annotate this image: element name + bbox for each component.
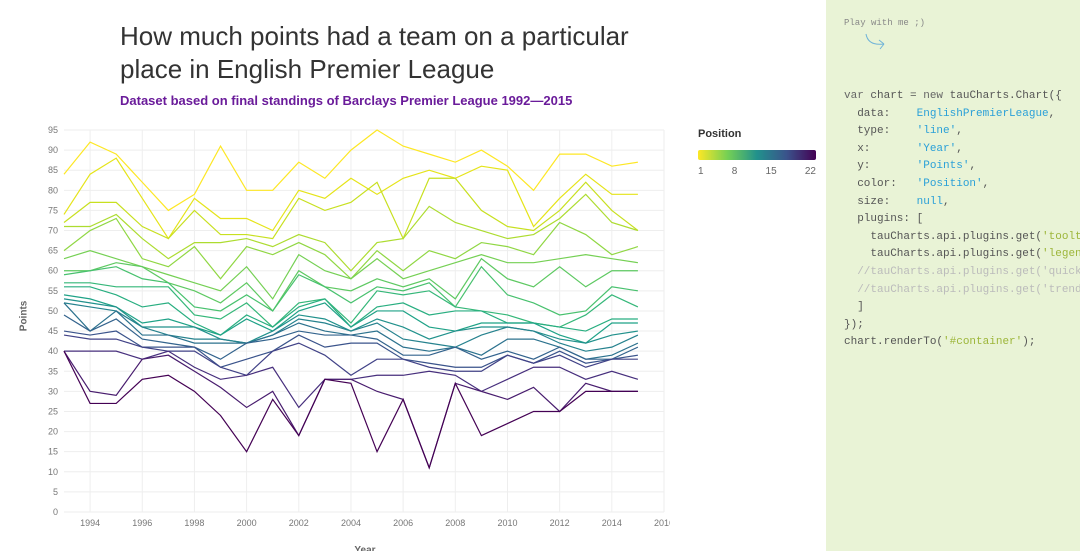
svg-text:2016: 2016	[654, 518, 670, 528]
svg-text:2002: 2002	[289, 518, 309, 528]
svg-text:40: 40	[48, 346, 58, 356]
arrow-icon	[862, 32, 892, 52]
svg-text:2006: 2006	[393, 518, 413, 528]
svg-text:2004: 2004	[341, 518, 361, 528]
svg-text:25: 25	[48, 406, 58, 416]
page-subtitle: Dataset based on final standings of Barc…	[120, 93, 816, 108]
legend-ticks: 1 8 15 22	[698, 166, 816, 177]
svg-text:50: 50	[48, 306, 58, 316]
svg-text:2014: 2014	[602, 518, 622, 528]
svg-text:1998: 1998	[184, 518, 204, 528]
legend-tick: 1	[698, 166, 704, 177]
legend: Position 1 8 15 22	[698, 128, 816, 551]
svg-text:60: 60	[48, 266, 58, 276]
svg-text:1994: 1994	[80, 518, 100, 528]
page-title: How much points had a team on a particul…	[120, 20, 680, 85]
x-axis-label: Year	[60, 545, 670, 551]
chart-panel: How much points had a team on a particul…	[0, 0, 826, 551]
legend-tick: 22	[805, 166, 816, 177]
svg-text:5: 5	[53, 487, 58, 497]
svg-text:65: 65	[48, 246, 58, 256]
svg-text:30: 30	[48, 386, 58, 396]
svg-text:2010: 2010	[497, 518, 517, 528]
legend-tick: 15	[766, 166, 777, 177]
svg-text:85: 85	[48, 165, 58, 175]
legend-tick: 8	[732, 166, 738, 177]
svg-text:45: 45	[48, 326, 58, 336]
svg-text:95: 95	[48, 126, 58, 135]
teaser-text: Play with me ;)	[844, 16, 1072, 30]
svg-text:35: 35	[48, 366, 58, 376]
svg-text:10: 10	[48, 467, 58, 477]
y-axis-label: Points	[19, 301, 30, 332]
svg-text:75: 75	[48, 205, 58, 215]
code-panel[interactable]: Play with me ;) var chart = new tauChart…	[826, 0, 1080, 551]
code-block[interactable]: var chart = new tauCharts.Chart({ data: …	[844, 88, 1072, 352]
line-chart[interactable]: Points 051015202530354045505560657075808…	[30, 126, 670, 551]
svg-text:20: 20	[48, 427, 58, 437]
svg-text:70: 70	[48, 226, 58, 236]
svg-text:90: 90	[48, 145, 58, 155]
svg-text:15: 15	[48, 447, 58, 457]
legend-title: Position	[698, 128, 816, 140]
svg-text:2000: 2000	[237, 518, 257, 528]
svg-text:55: 55	[48, 286, 58, 296]
svg-text:2008: 2008	[445, 518, 465, 528]
svg-text:1996: 1996	[132, 518, 152, 528]
svg-text:80: 80	[48, 185, 58, 195]
svg-text:2012: 2012	[550, 518, 570, 528]
legend-gradient	[698, 150, 816, 160]
svg-text:0: 0	[53, 507, 58, 517]
